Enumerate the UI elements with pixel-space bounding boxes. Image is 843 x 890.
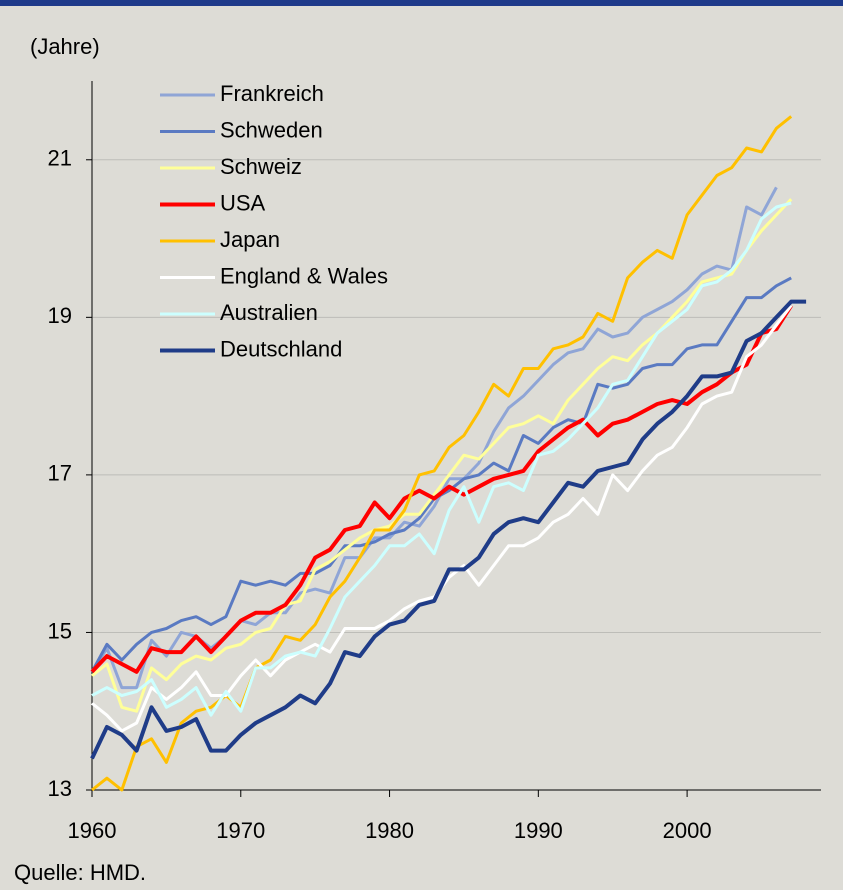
source: Quelle: HMD. [14, 860, 146, 885]
x-tick-label: 2000 [663, 818, 712, 843]
legend-label: Schweden [220, 117, 323, 142]
series-line [91, 198, 793, 713]
series-line [91, 201, 792, 717]
y-tick-label: 13 [48, 776, 72, 801]
y-tick-label: 15 [48, 618, 72, 643]
y-axis-label: (Jahre) [30, 34, 100, 59]
legend-label: Japan [220, 227, 280, 252]
top-bar [0, 0, 843, 6]
legend-label: Schweiz [220, 154, 302, 179]
x-tick-label: 1990 [514, 818, 563, 843]
legend-label: Frankreich [220, 81, 324, 106]
legend-label: England & Wales [220, 263, 388, 288]
legend-label: Australien [220, 300, 318, 325]
y-tick-label: 17 [48, 461, 72, 486]
y-tick-label: 21 [48, 146, 72, 171]
y-tick-label: 19 [48, 303, 72, 328]
legend-label: USA [220, 190, 266, 215]
series-line [90, 299, 807, 760]
x-tick-label: 1960 [68, 818, 117, 843]
x-tick-label: 1980 [365, 818, 414, 843]
series-line [90, 304, 793, 674]
x-tick-label: 1970 [216, 818, 265, 843]
legend-label: Deutschland [220, 336, 342, 361]
